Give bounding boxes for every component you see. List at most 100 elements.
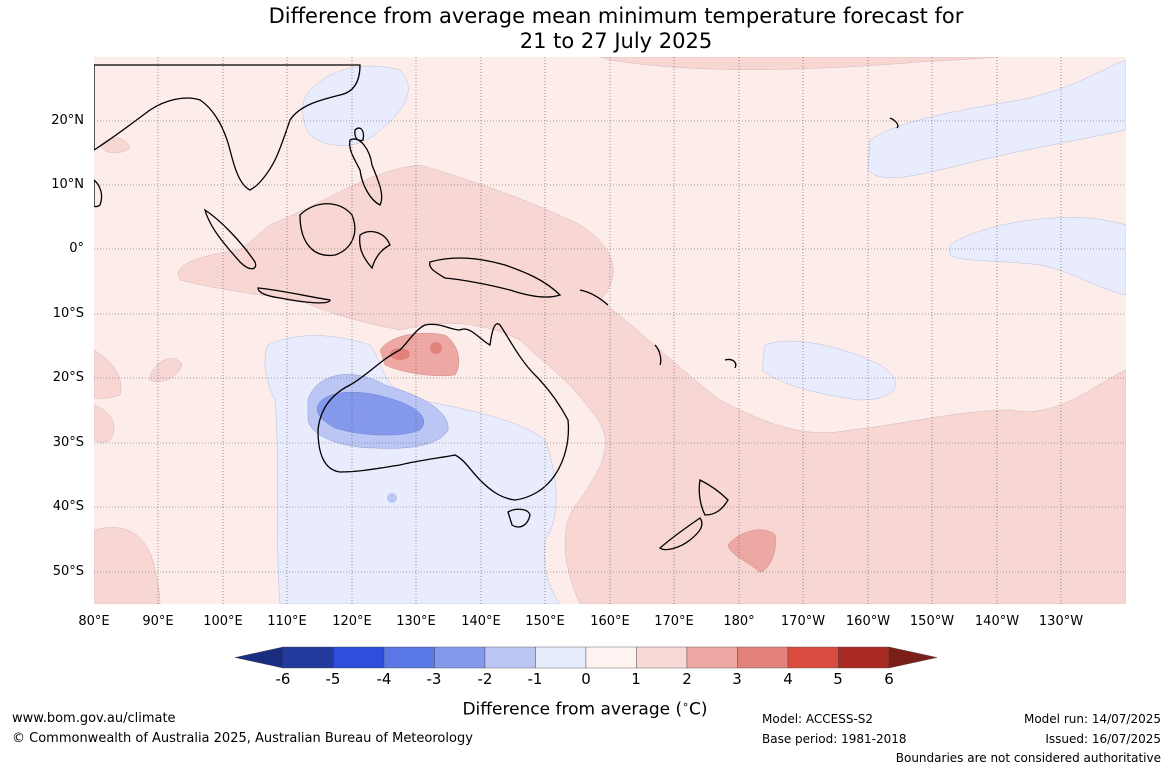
anomaly-band-neg2-neg1 bbox=[387, 493, 397, 503]
colorbar-tick-label: -4 bbox=[376, 670, 392, 688]
footer-disclaimer: Boundaries are not considered authoritat… bbox=[895, 751, 1161, 765]
se-asia-coast bbox=[94, 64, 361, 191]
colorbar-swatch bbox=[383, 646, 435, 669]
lon-label: 160°W bbox=[845, 614, 891, 629]
taiwan-coast bbox=[354, 127, 365, 142]
anomaly-band-neg3-neg2 bbox=[317, 392, 425, 436]
anomaly-band-neg1-0 bbox=[867, 59, 1126, 178]
new-zealand-north-coast bbox=[698, 479, 729, 516]
lon-label: 140°E bbox=[461, 614, 501, 629]
new-zealand-south-coast bbox=[658, 517, 703, 551]
india-coast bbox=[94, 179, 103, 208]
fiji-coast bbox=[724, 358, 737, 369]
lon-label: 150°W bbox=[909, 614, 955, 629]
colorbar-swatch bbox=[737, 646, 789, 669]
anomaly-band-neg1-0 bbox=[949, 217, 1126, 296]
colorbar-over-arrow bbox=[888, 646, 938, 669]
anomaly-band-3-4 bbox=[430, 342, 442, 354]
new-guinea-coast bbox=[429, 257, 562, 298]
colorbar-tick-label: 4 bbox=[783, 670, 793, 688]
anomaly-band-3-4 bbox=[390, 348, 410, 360]
footer-model-run: Model run: 14/07/2025 bbox=[1023, 712, 1161, 726]
colorbar-title: Difference from average (∘C) bbox=[420, 698, 750, 720]
colorbar-title-degree: ∘ bbox=[682, 698, 689, 711]
colorbar-tick-label: -3 bbox=[426, 670, 442, 688]
colorbar-title-unit: C bbox=[689, 699, 701, 720]
lon-label: 100°E bbox=[203, 614, 243, 629]
colorbar-tick-label: 1 bbox=[631, 670, 641, 688]
gridlines bbox=[94, 57, 1126, 604]
sulawesi-coast bbox=[359, 231, 391, 270]
lon-label: 120°E bbox=[332, 614, 372, 629]
colorbar-tick-label: 6 bbox=[884, 670, 894, 688]
colorbar-swatch bbox=[535, 646, 587, 669]
colorbar-swatch bbox=[434, 646, 486, 669]
hawaii-coast bbox=[889, 117, 899, 129]
colorbar bbox=[234, 646, 938, 669]
colorbar-tick-label: 0 bbox=[581, 670, 591, 688]
lon-label: 130°W bbox=[1038, 614, 1084, 629]
australia-coast bbox=[317, 323, 570, 501]
lon-label: 80°E bbox=[78, 614, 110, 629]
colorbar-title-text: Difference from average ( bbox=[462, 699, 683, 720]
lat-label: 10°S bbox=[52, 306, 84, 321]
lat-label: 40°S bbox=[52, 499, 84, 514]
lon-label: 160°E bbox=[590, 614, 630, 629]
sumatra-coast bbox=[203, 208, 257, 270]
colorbar-swatch bbox=[787, 646, 839, 669]
colorbar-swatch bbox=[585, 646, 637, 669]
anomaly-band-1-2 bbox=[177, 164, 1126, 604]
anomaly-band-1-2 bbox=[94, 404, 115, 443]
colorbar-swatch bbox=[636, 646, 688, 669]
lon-label: 140°W bbox=[974, 614, 1020, 629]
tasmania-coast bbox=[507, 508, 531, 528]
colorbar-tick-label: -5 bbox=[325, 670, 341, 688]
lon-label: 170°W bbox=[780, 614, 826, 629]
colorbar-title-end: ) bbox=[700, 699, 708, 720]
lon-label: 150°E bbox=[525, 614, 565, 629]
java-coast bbox=[257, 287, 331, 304]
lon-label: 110°E bbox=[267, 614, 307, 629]
colorbar-tick-label: 3 bbox=[732, 670, 742, 688]
lon-label: 170°E bbox=[654, 614, 694, 629]
lat-label: 10°N bbox=[51, 177, 84, 192]
colorbar-tick-label: -2 bbox=[477, 670, 493, 688]
footer-base-period: Base period: 1981-2018 bbox=[762, 732, 907, 746]
colorbar-swatch bbox=[282, 646, 334, 669]
anomaly-band-1-2 bbox=[599, 57, 1001, 70]
colorbar-under-arrow bbox=[234, 646, 284, 669]
map-title: Difference from average mean minimum tem… bbox=[0, 4, 1173, 54]
colorbar-swatch bbox=[838, 646, 890, 669]
anomaly-band-1-2 bbox=[94, 527, 161, 604]
lat-label: 20°N bbox=[51, 113, 84, 128]
footer-copyright: © Commonwealth of Australia 2025, Austra… bbox=[12, 731, 473, 746]
lat-label: 0° bbox=[69, 241, 84, 256]
coastlines bbox=[94, 64, 899, 551]
colorbar-tick-label: -1 bbox=[527, 670, 543, 688]
lon-label: 180° bbox=[723, 614, 755, 629]
colorbar-tick-label: 5 bbox=[833, 670, 843, 688]
lon-label: 130°E bbox=[396, 614, 436, 629]
anomaly-band-2-3 bbox=[727, 529, 776, 573]
title-line-2: 21 to 27 July 2025 bbox=[519, 29, 713, 53]
anomaly-band-neg1-0 bbox=[761, 340, 896, 401]
title-line-1: Difference from average mean minimum tem… bbox=[268, 4, 964, 28]
footer-issued: Issued: 16/07/2025 bbox=[1045, 732, 1161, 746]
lat-label: 50°S bbox=[52, 564, 84, 579]
footer-website[interactable]: www.bom.gov.au/climate bbox=[12, 711, 176, 726]
lat-label: 30°S bbox=[52, 435, 84, 450]
lat-label: 20°S bbox=[52, 370, 84, 385]
colorbar-tick-label: -6 bbox=[275, 670, 291, 688]
footer-model: Model: ACCESS-S2 bbox=[762, 712, 874, 726]
lon-label: 90°E bbox=[142, 614, 174, 629]
vanuatu-coast bbox=[654, 344, 662, 366]
colorbar-tick-label: 2 bbox=[682, 670, 692, 688]
anomaly-band-1-2 bbox=[94, 349, 122, 399]
philippines-coast bbox=[349, 138, 383, 206]
colorbar-swatch bbox=[686, 646, 738, 669]
colorbar-swatch bbox=[333, 646, 385, 669]
colorbar-swatch bbox=[484, 646, 536, 669]
anomaly-band-neg1-0 bbox=[302, 65, 409, 146]
solomon-islands-coast bbox=[579, 289, 609, 306]
